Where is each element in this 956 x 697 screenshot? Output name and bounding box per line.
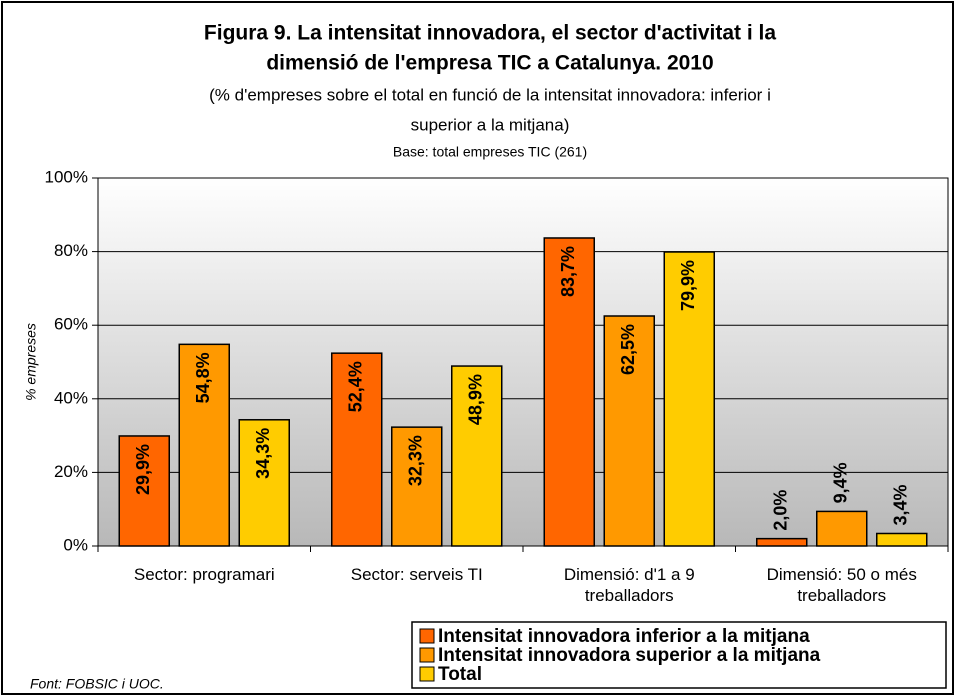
value-label: 3,4% [891,484,911,525]
bar [603,315,655,547]
legend-label: Intensitat innovadora superior a la mitj… [438,645,821,666]
value-label: 52,4% [346,361,366,412]
value-label: 54,8% [193,352,213,403]
x-tick-label: Dimensió: d'1 a 9 treballadors [563,565,695,605]
value-label: 32,3% [406,435,426,486]
y-tick-label: 40% [54,388,88,407]
value-label: 2,0% [771,490,791,531]
bar [238,419,290,547]
value-label: 34,3% [253,428,273,479]
subtitle: (% d'empreses sobre el total en funció d… [209,85,771,104]
y-axis-label: % empreses [23,323,39,401]
x-tick-label: Dimensió: 50 o més treballadors [766,565,917,605]
y-tick-label: 0% [63,535,88,554]
bar [451,365,503,547]
base-note: Base: total empreses TIC (261) [393,144,587,160]
legend-swatch [419,647,435,663]
legend-swatch [419,628,435,644]
x-tick-label-box: Sector: serveis TI [350,565,483,584]
legend-swatch [419,666,435,682]
bar [543,237,595,547]
bar [178,343,230,547]
value-label: 9,4% [831,462,851,503]
value-label: 83,7% [558,246,578,297]
chart-title: Figura 9. La intensitat innovadora, el s… [204,22,776,45]
y-tick-label: 80% [54,241,88,260]
bar [756,537,808,547]
legend-label: Total [438,664,482,685]
value-label: 29,9% [133,444,153,495]
subtitle: superior a la mitjana) [411,115,570,134]
bar [816,510,868,547]
bar [331,352,383,547]
y-tick-label: 20% [54,462,88,481]
x-tick-label: Sector: serveis TI [350,565,483,584]
x-tick-label-box: Dimensió: 50 o més treballadors [766,565,917,605]
source: Font: FOBSIC i UOC. [30,676,164,692]
bar [663,251,715,547]
legend-label: Intensitat innovadora inferior a la mitj… [438,626,810,647]
bar [876,532,928,547]
x-tick-label-box: Sector: programari [133,565,275,584]
x-tick-label-box: Dimensió: d'1 a 9 treballadors [563,565,695,605]
value-label: 48,9% [466,374,486,425]
value-label: 79,9% [678,260,698,311]
bar [118,435,170,547]
x-tick-label: Sector: programari [133,565,275,584]
value-label: 62,5% [618,324,638,375]
y-tick-label: 60% [54,315,88,334]
legend [411,621,947,689]
bar [391,426,443,547]
y-tick-label: 100% [45,167,88,186]
chart-title: dimensió de l'empresa TIC a Catalunya. 2… [266,52,713,75]
